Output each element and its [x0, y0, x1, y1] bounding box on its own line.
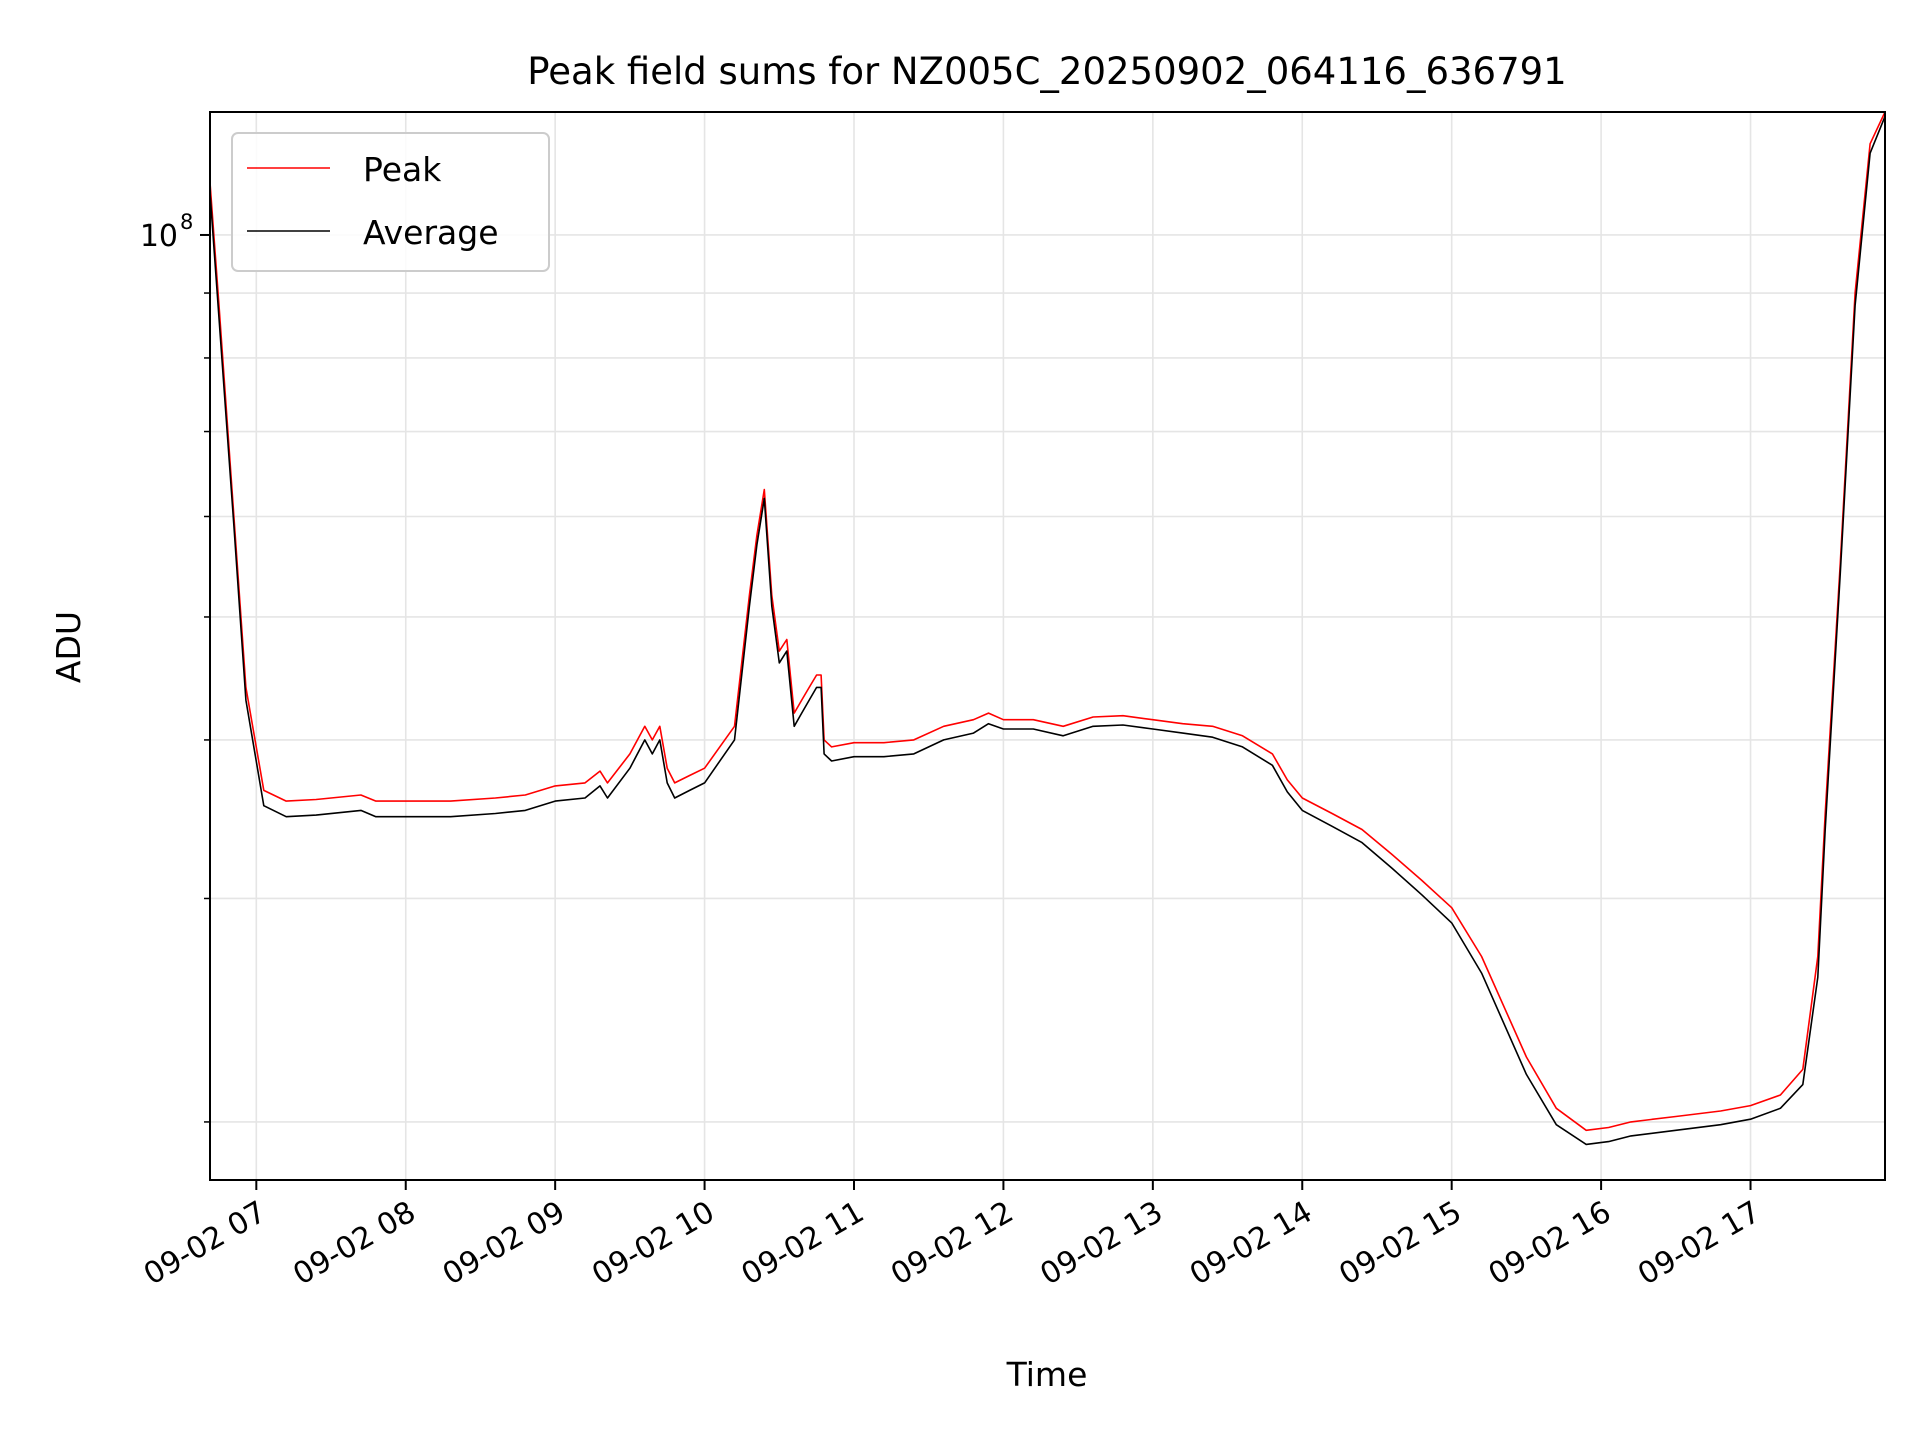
- plot-area: 09-02 07 09-02 08 09-02 09 09-02 10 09-02 11…: [138, 111, 1886, 1292]
- peak-series-line: [209, 111, 1886, 1132]
- y-axis-label: ADU: [49, 611, 88, 683]
- legend-peak-label: Peak: [363, 150, 442, 189]
- plot-background: [210, 112, 1885, 1180]
- plot-frame: [209, 111, 1886, 1181]
- chart-title: Peak field sums for NZ005C_20250902_0641…: [527, 50, 1566, 93]
- grid-layer: [210, 112, 1885, 1180]
- average-series-line: [209, 116, 1886, 1146]
- series-layer: [209, 111, 1886, 1146]
- legend: Peak Average: [231, 132, 550, 272]
- x-axis-label: Time: [1006, 1355, 1088, 1394]
- y-tick-label-exponent: 8: [180, 210, 193, 234]
- y-axis: 10 8: [140, 210, 210, 1123]
- legend-average-label: Average: [363, 213, 499, 252]
- y-tick-label: 10: [140, 219, 178, 254]
